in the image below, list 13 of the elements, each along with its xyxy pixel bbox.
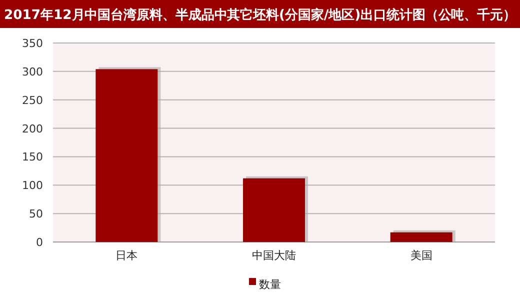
y-tick-label: 250 [22,94,43,107]
y-tick-label: 0 [36,236,43,249]
y-tick-label: 50 [29,208,43,221]
y-tick-label: 350 [22,37,43,50]
legend-label: 数量 [259,278,281,291]
y-tick-label: 100 [22,179,43,192]
x-tick-label: 中国大陆 [252,249,296,262]
y-tick-label: 200 [22,122,43,136]
y-tick-label: 150 [22,150,43,164]
y-tick-label: 300 [22,65,43,78]
x-tick-label: 美国 [410,249,432,262]
x-tick-label: 日本 [116,249,138,262]
chart-title: 2017年12月中国台湾原料、半成品中其它坯料(分国家/地区)出口统计图（公吨、千元） [4,7,518,23]
